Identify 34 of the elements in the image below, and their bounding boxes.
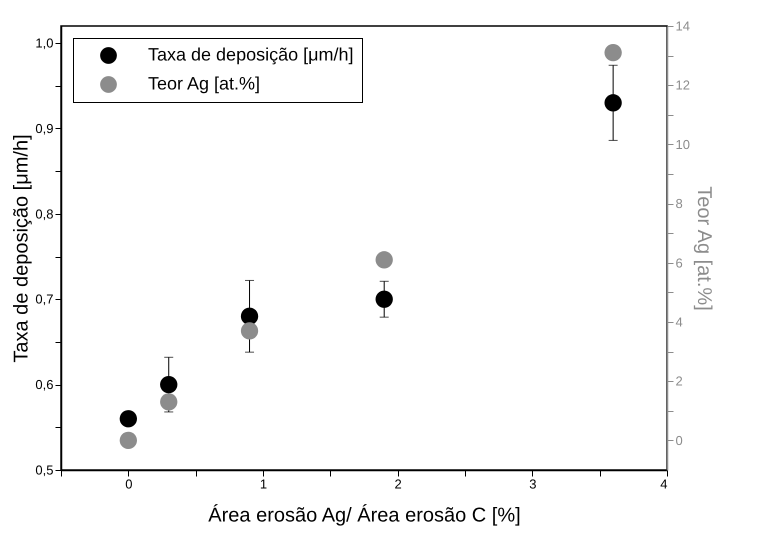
point — [376, 251, 393, 268]
point — [160, 393, 178, 411]
x-tick-label: 0 — [125, 476, 132, 492]
point — [604, 44, 622, 62]
x-tick-label: 2 — [394, 476, 402, 492]
legend-label: Taxa de deposição [μm/h] — [148, 44, 354, 64]
y2-tick-label: 4 — [676, 314, 683, 330]
point — [604, 94, 622, 112]
x-tick-label: 3 — [529, 476, 536, 492]
point — [160, 376, 178, 394]
y2-tick-label: 6 — [676, 255, 683, 270]
y2-tick-label: 0 — [676, 432, 683, 448]
legend-label: Teor Ag [at.%] — [148, 74, 260, 94]
point — [120, 410, 137, 428]
y-tick-label: 0,9 — [35, 120, 54, 136]
y-tick-label: 0,7 — [35, 292, 54, 307]
x-tick-label: 1 — [260, 476, 268, 492]
y2-tick-label: 2 — [676, 374, 683, 389]
y2-tick-label: 10 — [676, 136, 690, 152]
y-tick-label: 0,8 — [35, 206, 54, 222]
y-tick-label: 0,6 — [35, 377, 54, 392]
y2-axis-title: Teor Ag [at.%] — [692, 186, 715, 311]
y2-tick-label: 8 — [676, 196, 683, 212]
y2-tick-label: 12 — [676, 78, 690, 93]
x-axis-title: Área erosão Ag/ Área erosão C [%] — [208, 504, 521, 526]
y-tick-label: 1,0 — [35, 36, 54, 51]
y-tick-label: 0,5 — [35, 462, 54, 478]
point — [120, 432, 137, 450]
x-tick-label: 4 — [660, 476, 668, 492]
point — [240, 308, 258, 325]
y-axis-title: Taxa de deposição [μm/h] — [10, 134, 32, 363]
point — [376, 290, 393, 308]
y2-tick-label: 14 — [676, 18, 690, 34]
point — [240, 322, 258, 340]
